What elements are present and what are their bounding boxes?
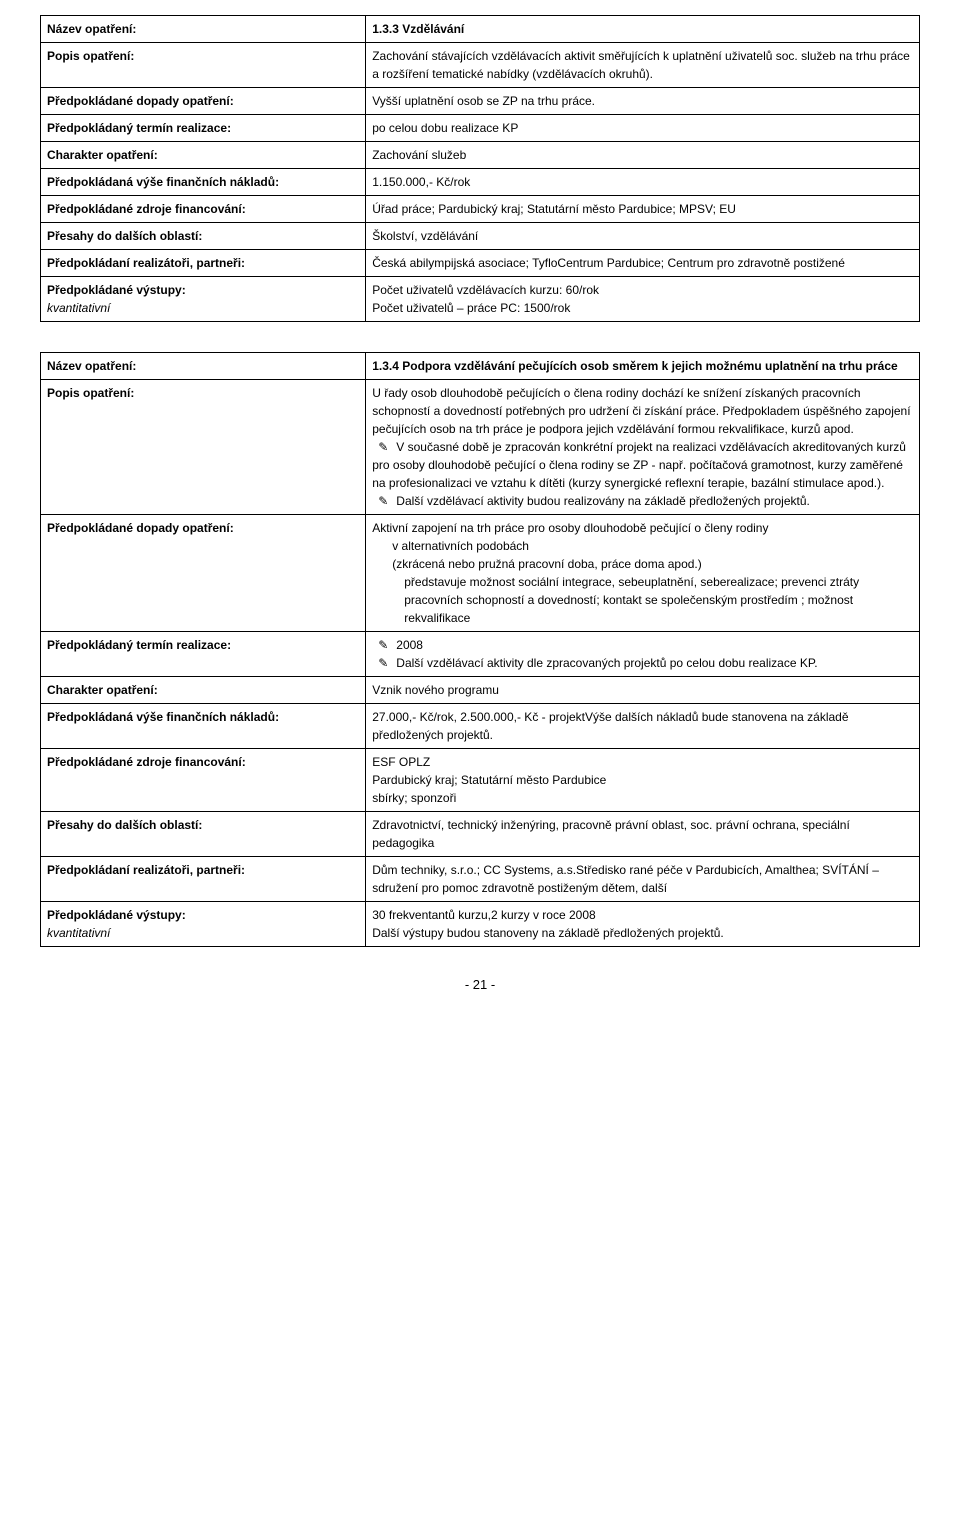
row-value: Vyšší uplatnění osob se ZP na trhu práce… <box>366 88 920 115</box>
row-value: Dům techniky, s.r.o.; CC Systems, a.s.St… <box>366 857 920 902</box>
row-value: 30 frekventantů kurzu,2 kurzy v roce 200… <box>366 902 920 947</box>
row-value: Zachování stávajících vzdělávacích aktiv… <box>366 43 920 88</box>
row-label: Předpokládaná výše finančních nákladů: <box>41 704 366 749</box>
table-row: Název opatření: 1.3.4 Podpora vzdělávání… <box>41 353 920 380</box>
row-value: Úřad práce; Pardubický kraj; Statutární … <box>366 196 920 223</box>
table-row: Předpokládaná výše finančních nákladů: 2… <box>41 704 920 749</box>
row-value: Zdravotnictví, technický inženýring, pra… <box>366 812 920 857</box>
row-value: ESF OPLZ Pardubický kraj; Statutární měs… <box>366 749 920 812</box>
row-label: Název opatření: <box>41 16 366 43</box>
value-line: Počet uživatelů vzdělávacích kurzu: 60/r… <box>372 283 599 297</box>
text-line: sbírky; sponzoři <box>372 791 456 805</box>
row-label: Název opatření: <box>41 353 366 380</box>
bullet-text: Další vzdělávací aktivity dle zpracovaný… <box>396 656 817 670</box>
row-label: Předpokládaný termín realizace: <box>41 115 366 142</box>
table-row: Předpokládané zdroje financování: ESF OP… <box>41 749 920 812</box>
label-italic: kvantitativní <box>47 301 110 315</box>
row-value: Školství, vzdělávání <box>366 223 920 250</box>
row-label: Předpokládané zdroje financování: <box>41 749 366 812</box>
text-line: Aktivní zapojení na trh práce pro osoby … <box>372 521 768 535</box>
row-label: Předpokládaní realizátoři, partneři: <box>41 250 366 277</box>
row-label: Popis opatření: <box>41 43 366 88</box>
row-value: Zachování služeb <box>366 142 920 169</box>
row-value: 1.3.4 Podpora vzdělávání pečujících osob… <box>366 353 920 380</box>
row-value: 27.000,- Kč/rok, 2.500.000,- Kč - projek… <box>366 704 920 749</box>
row-label: Charakter opatření: <box>41 677 366 704</box>
bullet-icon: ✎ <box>378 438 388 456</box>
row-label: Předpokládaná výše finančních nákladů: <box>41 169 366 196</box>
row-label: Charakter opatření: <box>41 142 366 169</box>
table-row: Charakter opatření: Vznik nového program… <box>41 677 920 704</box>
row-label: Předpokládané dopady opatření: <box>41 88 366 115</box>
table-row: Charakter opatření: Zachování služeb <box>41 142 920 169</box>
text-line: ESF OPLZ <box>372 755 430 769</box>
table-row: Předpokládaný termín realizace: ✎ 2008 ✎ D… <box>41 632 920 677</box>
label-italic: kvantitativní <box>47 926 110 940</box>
paragraph: U řady osob dlouhodobě pečujících o člen… <box>372 386 910 436</box>
text-line: představuje možnost sociální integrace, … <box>372 573 913 627</box>
text-line: Další výstupy budou stanoveny na základě… <box>372 926 724 940</box>
text-line: 30 frekventantů kurzu,2 kurzy v roce 200… <box>372 908 595 922</box>
label-bold: Předpokládané výstupy: <box>47 908 186 922</box>
bullet-icon: ✎ <box>378 636 388 654</box>
row-value: 1.150.000,- Kč/rok <box>366 169 920 196</box>
bullet-icon: ✎ <box>378 654 388 672</box>
table-row: Předpokládaní realizátoři, partneři: Čes… <box>41 250 920 277</box>
text-line: (zkrácená nebo pružná pracovní doba, prá… <box>372 555 913 573</box>
row-value: Aktivní zapojení na trh práce pro osoby … <box>366 515 920 632</box>
row-label: Předpokládaní realizátoři, partneři: <box>41 857 366 902</box>
measure-table-2: Název opatření: 1.3.4 Podpora vzdělávání… <box>40 352 920 947</box>
row-label: Předpokládané výstupy: kvantitativní <box>41 277 366 322</box>
table-row: Předpokládané dopady opatření: Aktivní z… <box>41 515 920 632</box>
row-label: Předpokládané zdroje financování: <box>41 196 366 223</box>
table-row: Přesahy do dalších oblastí: Zdravotnictv… <box>41 812 920 857</box>
bullet-text: 2008 <box>396 638 423 652</box>
text-line: v alternativních podobách <box>372 537 913 555</box>
label-bold: Předpokládané výstupy: <box>47 283 186 297</box>
row-label: Popis opatření: <box>41 380 366 515</box>
table-row: Popis opatření: Zachování stávajících vz… <box>41 43 920 88</box>
table-row: Předpokládaná výše finančních nákladů: 1… <box>41 169 920 196</box>
table-row: Název opatření: 1.3.3 Vzdělávání <box>41 16 920 43</box>
table-row: Předpokládaný termín realizace: po celou… <box>41 115 920 142</box>
row-label: Předpokládané dopady opatření: <box>41 515 366 632</box>
table-row: Přesahy do dalších oblastí: Školství, vz… <box>41 223 920 250</box>
row-value: Počet uživatelů vzdělávacích kurzu: 60/r… <box>366 277 920 322</box>
measure-table-1: Název opatření: 1.3.3 Vzdělávání Popis o… <box>40 15 920 322</box>
row-value: Česká abilympijská asociace; TyfloCentru… <box>366 250 920 277</box>
table-row: Předpokládané zdroje financování: Úřad p… <box>41 196 920 223</box>
row-label: Předpokládaný termín realizace: <box>41 632 366 677</box>
row-label: Přesahy do dalších oblastí: <box>41 812 366 857</box>
text-line: Pardubický kraj; Statutární město Pardub… <box>372 773 606 787</box>
table-row: Předpokládané dopady opatření: Vyšší upl… <box>41 88 920 115</box>
row-value: U řady osob dlouhodobě pečujících o člen… <box>366 380 920 515</box>
bullet-text: V současné době je zpracován konkrétní p… <box>372 440 906 490</box>
table-row: Předpokládané výstupy: kvantitativní 30 … <box>41 902 920 947</box>
table-row: Popis opatření: U řady osob dlouhodobě p… <box>41 380 920 515</box>
row-value: ✎ 2008 ✎ Další vzdělávací aktivity dle zpr… <box>366 632 920 677</box>
bullet-icon: ✎ <box>378 492 388 510</box>
page-number: - 21 - <box>40 977 920 992</box>
row-label: Přesahy do dalších oblastí: <box>41 223 366 250</box>
bullet-text: Další vzdělávací aktivity budou realizov… <box>396 494 810 508</box>
value-line: Počet uživatelů – práce PC: 1500/rok <box>372 301 570 315</box>
row-value: 1.3.3 Vzdělávání <box>366 16 920 43</box>
table-row: Předpokládané výstupy: kvantitativní Poč… <box>41 277 920 322</box>
table-row: Předpokládaní realizátoři, partneři: Dům… <box>41 857 920 902</box>
row-label: Předpokládané výstupy: kvantitativní <box>41 902 366 947</box>
row-value: Vznik nového programu <box>366 677 920 704</box>
row-value: po celou dobu realizace KP <box>366 115 920 142</box>
